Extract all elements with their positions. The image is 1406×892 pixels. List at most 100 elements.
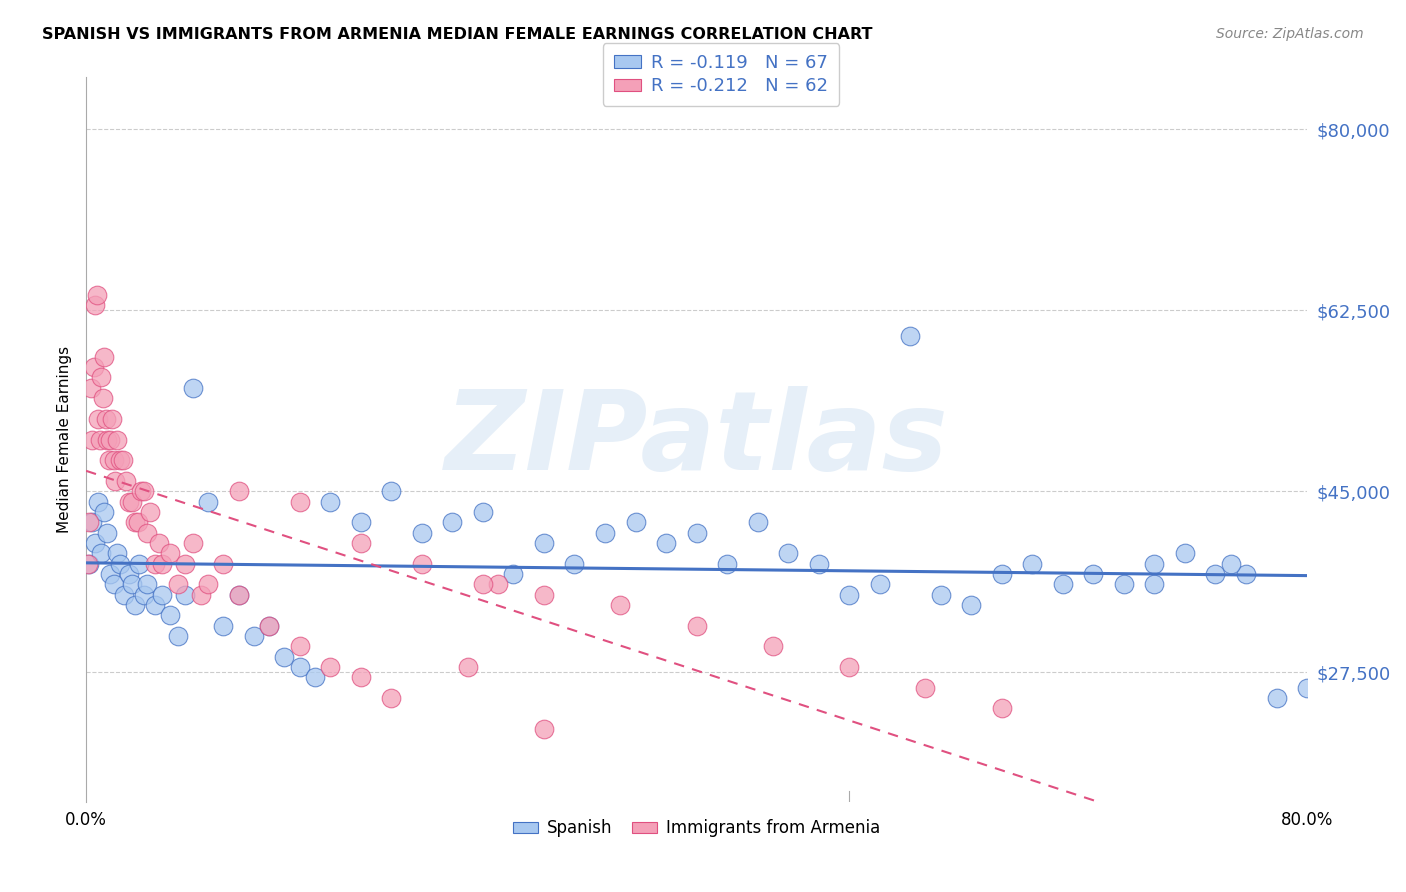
Point — [624, 515, 647, 529]
Point — [716, 557, 738, 571]
Point — [991, 701, 1014, 715]
Point — [148, 536, 170, 550]
Point — [502, 566, 524, 581]
Point — [104, 474, 127, 488]
Point — [288, 640, 311, 654]
Point — [159, 546, 181, 560]
Text: SPANISH VS IMMIGRANTS FROM ARMENIA MEDIAN FEMALE EARNINGS CORRELATION CHART: SPANISH VS IMMIGRANTS FROM ARMENIA MEDIA… — [42, 27, 873, 42]
Point — [108, 453, 131, 467]
Point — [76, 557, 98, 571]
Point — [228, 588, 250, 602]
Point — [181, 536, 204, 550]
Point — [747, 515, 769, 529]
Point — [257, 618, 280, 632]
Point — [96, 525, 118, 540]
Point — [89, 433, 111, 447]
Point — [411, 557, 433, 571]
Point — [77, 515, 100, 529]
Point — [118, 494, 141, 508]
Point — [197, 494, 219, 508]
Point — [1219, 557, 1241, 571]
Point — [228, 588, 250, 602]
Point — [685, 525, 707, 540]
Point — [1234, 566, 1257, 581]
Point — [96, 433, 118, 447]
Text: ZIPatlas: ZIPatlas — [444, 386, 949, 493]
Point — [150, 588, 173, 602]
Point — [166, 629, 188, 643]
Point — [593, 525, 616, 540]
Point — [103, 577, 125, 591]
Point — [1174, 546, 1197, 560]
Point — [212, 618, 235, 632]
Point — [82, 433, 104, 447]
Point — [319, 660, 342, 674]
Point — [655, 536, 678, 550]
Point — [124, 598, 146, 612]
Point — [1143, 577, 1166, 591]
Point — [1083, 566, 1105, 581]
Point — [1052, 577, 1074, 591]
Point — [1265, 691, 1288, 706]
Point — [457, 660, 479, 674]
Point — [411, 525, 433, 540]
Point — [79, 381, 101, 395]
Point — [685, 618, 707, 632]
Point — [350, 536, 373, 550]
Point — [128, 557, 150, 571]
Point — [127, 515, 149, 529]
Point — [197, 577, 219, 591]
Point — [87, 494, 110, 508]
Point — [105, 546, 128, 560]
Point — [132, 588, 155, 602]
Point — [90, 370, 112, 384]
Point — [100, 566, 122, 581]
Point — [838, 588, 860, 602]
Point — [288, 494, 311, 508]
Point — [90, 546, 112, 560]
Point — [778, 546, 800, 560]
Point — [91, 391, 114, 405]
Point — [564, 557, 586, 571]
Point — [103, 453, 125, 467]
Point — [243, 629, 266, 643]
Point — [118, 566, 141, 581]
Point — [83, 360, 105, 375]
Point — [609, 598, 631, 612]
Point — [136, 577, 159, 591]
Text: Source: ZipAtlas.com: Source: ZipAtlas.com — [1216, 27, 1364, 41]
Point — [533, 588, 555, 602]
Point — [105, 433, 128, 447]
Point — [132, 484, 155, 499]
Point — [929, 588, 952, 602]
Point — [533, 536, 555, 550]
Point — [380, 484, 402, 499]
Point — [533, 722, 555, 736]
Point — [319, 494, 342, 508]
Point — [97, 453, 120, 467]
Point — [129, 484, 152, 499]
Point — [166, 577, 188, 591]
Point — [991, 566, 1014, 581]
Point — [94, 412, 117, 426]
Point — [174, 588, 197, 602]
Point — [190, 588, 212, 602]
Point — [212, 557, 235, 571]
Point — [486, 577, 509, 591]
Point — [143, 598, 166, 612]
Point — [84, 298, 107, 312]
Point — [174, 557, 197, 571]
Point — [1143, 557, 1166, 571]
Point — [960, 598, 983, 612]
Point — [111, 453, 134, 467]
Point — [471, 577, 494, 591]
Point — [807, 557, 830, 571]
Point — [273, 649, 295, 664]
Point — [441, 515, 464, 529]
Point — [87, 412, 110, 426]
Point — [86, 287, 108, 301]
Point — [100, 433, 122, 447]
Point — [869, 577, 891, 591]
Point — [350, 670, 373, 684]
Legend: Spanish, Immigrants from Armenia: Spanish, Immigrants from Armenia — [506, 813, 886, 844]
